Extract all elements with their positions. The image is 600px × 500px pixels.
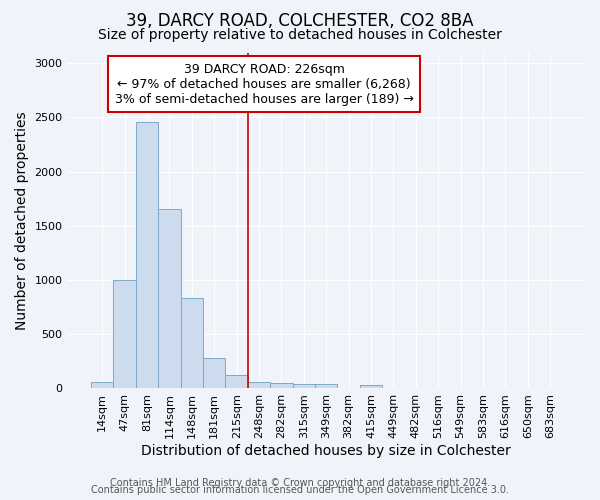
Bar bbox=[270, 382, 293, 388]
Text: 39 DARCY ROAD: 226sqm
← 97% of detached houses are smaller (6,268)
3% of semi-de: 39 DARCY ROAD: 226sqm ← 97% of detached … bbox=[115, 62, 413, 106]
Bar bbox=[226, 375, 248, 388]
Y-axis label: Number of detached properties: Number of detached properties bbox=[15, 111, 29, 330]
X-axis label: Distribution of detached houses by size in Colchester: Distribution of detached houses by size … bbox=[142, 444, 511, 458]
Bar bbox=[136, 122, 158, 388]
Bar bbox=[315, 384, 337, 388]
Bar bbox=[203, 358, 226, 388]
Bar bbox=[113, 280, 136, 388]
Text: Contains HM Land Registry data © Crown copyright and database right 2024.: Contains HM Land Registry data © Crown c… bbox=[110, 478, 490, 488]
Bar bbox=[91, 382, 113, 388]
Text: Size of property relative to detached houses in Colchester: Size of property relative to detached ho… bbox=[98, 28, 502, 42]
Text: Contains public sector information licensed under the Open Government Licence 3.: Contains public sector information licen… bbox=[91, 485, 509, 495]
Bar bbox=[181, 298, 203, 388]
Bar bbox=[158, 210, 181, 388]
Bar bbox=[293, 384, 315, 388]
Bar bbox=[360, 384, 382, 388]
Text: 39, DARCY ROAD, COLCHESTER, CO2 8BA: 39, DARCY ROAD, COLCHESTER, CO2 8BA bbox=[126, 12, 474, 30]
Bar bbox=[248, 382, 270, 388]
